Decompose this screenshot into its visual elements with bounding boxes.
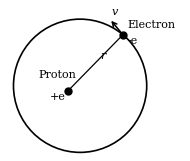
Text: v: v	[111, 7, 117, 17]
Text: -e: -e	[127, 36, 138, 46]
Text: r: r	[101, 51, 106, 61]
Text: +e: +e	[49, 92, 65, 102]
Text: Electron: Electron	[127, 20, 175, 30]
Text: Proton: Proton	[38, 70, 76, 80]
